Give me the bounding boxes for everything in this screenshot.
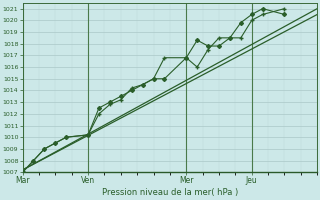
X-axis label: Pression niveau de la mer( hPa ): Pression niveau de la mer( hPa )	[102, 188, 238, 197]
